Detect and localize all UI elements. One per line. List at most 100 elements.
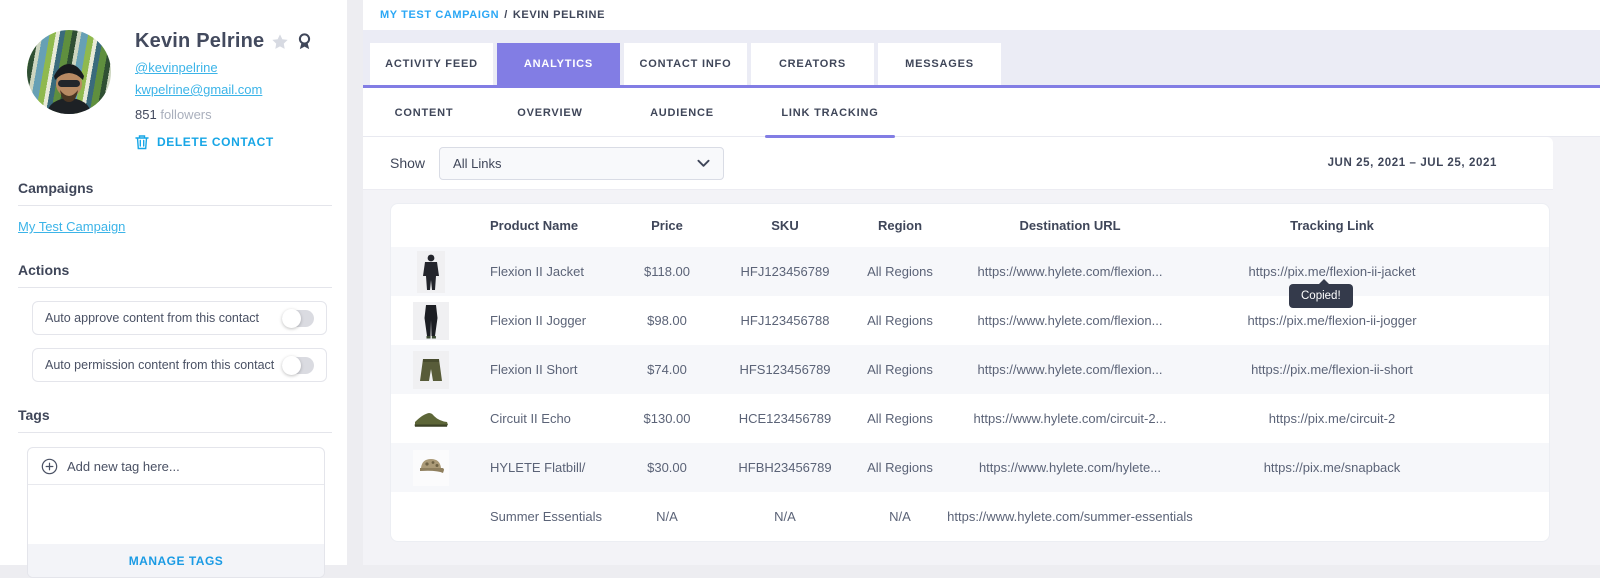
tracking-link-cell[interactable]: https://pix.me/snapback [1263, 460, 1401, 475]
add-tag-row [28, 448, 324, 485]
table-row: Flexion II Jacket $118.00 HFJ123456789 A… [391, 247, 1549, 296]
manage-tags-button[interactable]: MANAGE TAGS [28, 544, 324, 577]
subtab-content[interactable]: CONTENT [394, 106, 454, 119]
sku-cell: HFBH23456789 [738, 460, 832, 475]
subtab-audience[interactable]: AUDIENCE [650, 106, 714, 119]
filter-strip: Show All Links JUN 25, 2021 – JUL 25, 20… [363, 137, 1553, 190]
product-thumbnail [391, 350, 471, 389]
contact-handle-link[interactable]: @kevinpelrine [135, 60, 218, 75]
link-tracking-content: Show All Links JUN 25, 2021 – JUL 25, 20… [363, 137, 1600, 565]
sku-cell: HCE123456789 [738, 411, 832, 426]
contact-name: Kevin Pelrine [135, 30, 265, 52]
tags-empty-area [28, 485, 324, 544]
table-row: Flexion II Jogger $98.00 HFJ123456788 Al… [391, 296, 1549, 345]
auto-permission-toggle[interactable] [282, 355, 314, 375]
sku-cell: HFJ123456789 [740, 264, 830, 279]
destination-url-cell: https://www.hylete.com/hylete... [978, 460, 1162, 475]
tab-analytics[interactable]: ANALYTICS [497, 43, 620, 85]
price-cell: N/A [656, 509, 678, 524]
sku-cell: HFJ123456788 [740, 313, 830, 328]
column-header-sku: SKU [771, 218, 799, 233]
tracking-link-cell[interactable]: https://pix.me/flexion-ii-jacket [1248, 264, 1416, 279]
region-cell: All Regions [867, 460, 933, 475]
tracking-link-cell[interactable]: https://pix.me/flexion-ii-jogger [1247, 313, 1417, 328]
product-thumbnail [391, 250, 471, 293]
avatar [27, 30, 111, 114]
table-row: Flexion II Short $74.00 HFS123456789 All… [391, 345, 1549, 394]
followers-stat: 851 followers [135, 107, 212, 122]
region-cell: All Regions [867, 362, 933, 377]
price-cell: $130.00 [643, 411, 691, 426]
divider [18, 287, 332, 288]
campaign-link[interactable]: My Test Campaign [18, 219, 126, 234]
tracking-link-cell[interactable]: https://pix.me/flexion-ii-short [1251, 362, 1413, 377]
product-thumbnail [391, 301, 471, 340]
medal-icon[interactable] [296, 32, 313, 51]
campaigns-section: Campaigns My Test Campaign [0, 180, 347, 236]
breadcrumb: MY TEST CAMPAIGN / KEVIN PELRINE [363, 0, 1600, 30]
copied-tooltip: Copied! [1289, 279, 1353, 308]
subtab-overview[interactable]: OVERVIEW [517, 106, 583, 119]
hat-thumbnail-icon [413, 449, 449, 486]
chevron-down-icon [697, 159, 710, 167]
sku-cell: HFS123456789 [739, 362, 831, 377]
date-range[interactable]: JUN 25, 2021 – JUL 25, 2021 [1327, 157, 1497, 169]
delete-contact-button[interactable]: DELETE CONTACT [135, 134, 313, 150]
destination-url-cell: https://www.hylete.com/flexion... [977, 264, 1163, 279]
actions-heading: Actions [18, 262, 70, 278]
actions-section: Actions Auto approve content from this c… [0, 262, 347, 382]
product-thumbnail [391, 410, 471, 428]
product-name-cell: HYLETE Flatbill/ [490, 460, 586, 475]
breadcrumb-contact: KEVIN PELRINE [512, 9, 606, 21]
plus-circle-icon [41, 458, 58, 474]
tab-messages[interactable]: MESSAGES [878, 43, 1001, 85]
price-cell: $98.00 [647, 313, 687, 328]
main-panel: MY TEST CAMPAIGN / KEVIN PELRINE ACTIVIT… [363, 0, 1600, 565]
contact-email-link[interactable]: kwpelrine@gmail.com [135, 82, 263, 97]
tracking-link-cell[interactable]: https://pix.me/circuit-2 [1268, 411, 1396, 426]
column-header-region: Region [877, 218, 923, 233]
breadcrumb-separator: / [504, 9, 508, 21]
table-row: HYLETE Flatbill/ $30.00 HFBH23456789 All… [391, 443, 1549, 492]
auto-approve-label: Auto approve content from this contact [45, 311, 260, 325]
column-header-destination: Destination URL [1019, 218, 1121, 233]
price-cell: $118.00 [643, 264, 691, 279]
tab-creators[interactable]: CREATORS [751, 43, 874, 85]
subtab-bar: CONTENT OVERVIEW AUDIENCE LINK TRACKING [363, 88, 1600, 138]
destination-url-cell: https://www.hylete.com/flexion... [977, 362, 1163, 377]
table-body: Flexion II Jacket $118.00 HFJ123456789 A… [391, 247, 1549, 541]
toggle-knob [282, 308, 301, 328]
column-header-price: Price [651, 218, 683, 233]
destination-url-cell: https://www.hylete.com/circuit-2... [973, 411, 1167, 426]
table-header-row: Product Name Price SKU Region Destinatio… [391, 204, 1549, 247]
subtab-link-tracking[interactable]: LINK TRACKING [765, 88, 895, 138]
sku-cell: N/A [774, 509, 796, 524]
product-name-cell: Flexion II Jacket [490, 264, 584, 279]
auto-permission-label: Auto permission content from this contac… [45, 358, 275, 372]
region-cell: All Regions [867, 411, 933, 426]
price-cell: $74.00 [647, 362, 687, 377]
auto-approve-toggle[interactable] [282, 308, 314, 328]
product-name-cell: Circuit II Echo [490, 411, 571, 426]
destination-url-cell: https://www.hylete.com/flexion... [977, 313, 1163, 328]
contact-sidebar: Kevin Pelrine @kevinpelrine kwpelrine@gm… [0, 0, 347, 578]
tab-contact-info[interactable]: CONTACT INFO [624, 43, 747, 85]
links-filter-dropdown[interactable]: All Links [439, 146, 725, 180]
region-cell: All Regions [867, 313, 933, 328]
toggle-knob [282, 355, 301, 375]
product-name-cell: Flexion II Jogger [490, 313, 587, 328]
breadcrumb-campaign-link[interactable]: MY TEST CAMPAIGN [380, 9, 500, 21]
jogger-thumbnail-icon [413, 301, 449, 340]
tags-card: MANAGE TAGS [27, 447, 325, 578]
tab-activity-feed[interactable]: ACTIVITY FEED [370, 43, 493, 85]
auto-permission-toggle-card: Auto permission content from this contac… [32, 348, 327, 382]
auto-approve-toggle-card: Auto approve content from this contact [32, 301, 327, 335]
column-header-product: Product Name [490, 218, 579, 233]
trash-icon [135, 135, 149, 150]
show-label: Show [390, 155, 426, 171]
region-cell: N/A [889, 509, 911, 524]
divider [18, 432, 332, 433]
column-header-tracking: Tracking Link [1290, 218, 1374, 233]
add-tag-input[interactable] [67, 458, 311, 474]
star-icon[interactable] [271, 33, 289, 51]
